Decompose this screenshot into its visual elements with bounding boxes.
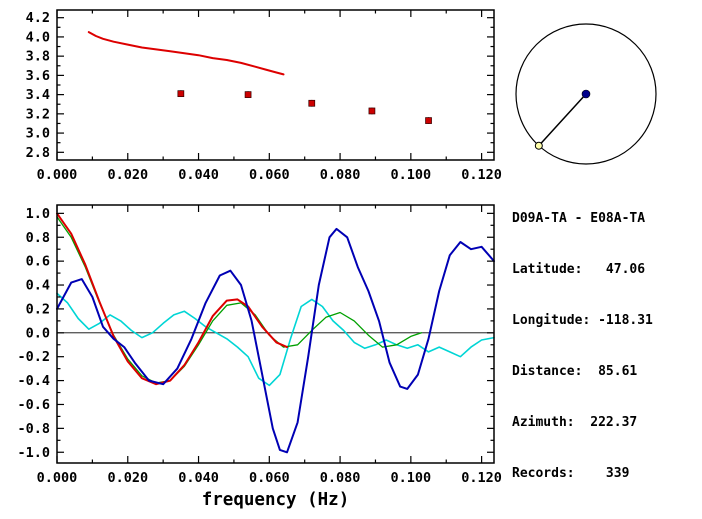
latitude-value: Latitude: 47.06 (512, 262, 646, 277)
x-tick-label: 0.020 (107, 470, 148, 486)
azimuth-value: Azimuth: 222.37 (512, 415, 638, 430)
x-tick-label: 0.000 (37, 470, 78, 486)
y-tick-label: -1.0 (17, 445, 50, 461)
x-tick-label: 0.020 (107, 167, 148, 183)
y-tick-label: 2.8 (26, 145, 50, 161)
y-tick-label: 3.6 (26, 68, 50, 84)
x-tick-label: 0.100 (391, 167, 432, 183)
x-tick-label: 0.080 (320, 167, 361, 183)
y-tick-label: 3.0 (26, 126, 50, 142)
x-tick-label: 0.100 (391, 470, 432, 486)
station-center-marker (581, 89, 591, 99)
data-point-marker (425, 117, 432, 124)
y-tick-label: 4.0 (26, 29, 50, 45)
y-tick-label: 4.2 (26, 10, 50, 26)
station-end-marker (534, 141, 543, 150)
azimuth-circle (515, 23, 657, 165)
station-pair-info: D09A-TA - E08A-TA Latitude: 47.06 Longit… (512, 176, 653, 516)
plot-frame (56, 204, 495, 464)
cyan-curve (56, 292, 495, 387)
x-tick-label: 0.040 (178, 167, 219, 183)
data-point-marker (368, 107, 376, 115)
y-tick-label: -0.4 (17, 373, 50, 389)
y-tick-label: -0.2 (17, 349, 50, 365)
x-axis-label: frequency (Hz) (202, 490, 350, 510)
y-tick-label: -0.8 (17, 421, 50, 437)
y-tick-label: 0.8 (26, 230, 50, 246)
azimuth-diagram (515, 23, 657, 165)
x-tick-label: 0.060 (249, 470, 290, 486)
waveform-spectrum-chart: 0.000 0.020 0.040 0.060 0.080 0.100 0.120 -1.0 -… (17, 204, 502, 510)
x-tick-label: 0.060 (249, 167, 290, 183)
distance-value: Distance: 85.61 (512, 364, 638, 379)
y-tick-label: 0.0 (26, 325, 50, 341)
data-point-marker (177, 90, 185, 98)
plot-frame (56, 9, 495, 161)
y-tick-label: 0.4 (26, 278, 50, 294)
y-tick-label: 0.6 (26, 254, 50, 270)
y-tick-label: 3.8 (26, 49, 50, 65)
longitude-value: Longitude: -118.31 (512, 313, 653, 328)
data-point-marker (308, 99, 316, 107)
red-curve (56, 212, 288, 386)
y-tick-label: 0.2 (26, 301, 50, 317)
y-tick-label: 3.4 (26, 87, 50, 103)
smoothed-dispersion-curve (87, 31, 285, 76)
blue-curve (56, 227, 495, 454)
x-tick-label: 0.120 (461, 470, 502, 486)
station-pair-title: D09A-TA - E08A-TA (512, 211, 646, 226)
dispersion-chart: 0.000 0.020 0.040 0.060 0.080 0.100 0.120 2.8 3.… (26, 9, 502, 183)
x-tick-label: 0.000 (37, 167, 78, 183)
x-tick-label: 0.080 (320, 470, 361, 486)
azimuth-line (538, 93, 587, 147)
y-tick-label: 3.2 (26, 106, 50, 122)
y-tick-label: 1.0 (26, 206, 50, 222)
x-tick-label: 0.120 (461, 167, 502, 183)
y-tick-label: -0.6 (17, 397, 50, 413)
x-tick-label: 0.040 (178, 470, 219, 486)
records-value: Records: 339 (512, 466, 630, 481)
data-point-marker (244, 91, 252, 98)
